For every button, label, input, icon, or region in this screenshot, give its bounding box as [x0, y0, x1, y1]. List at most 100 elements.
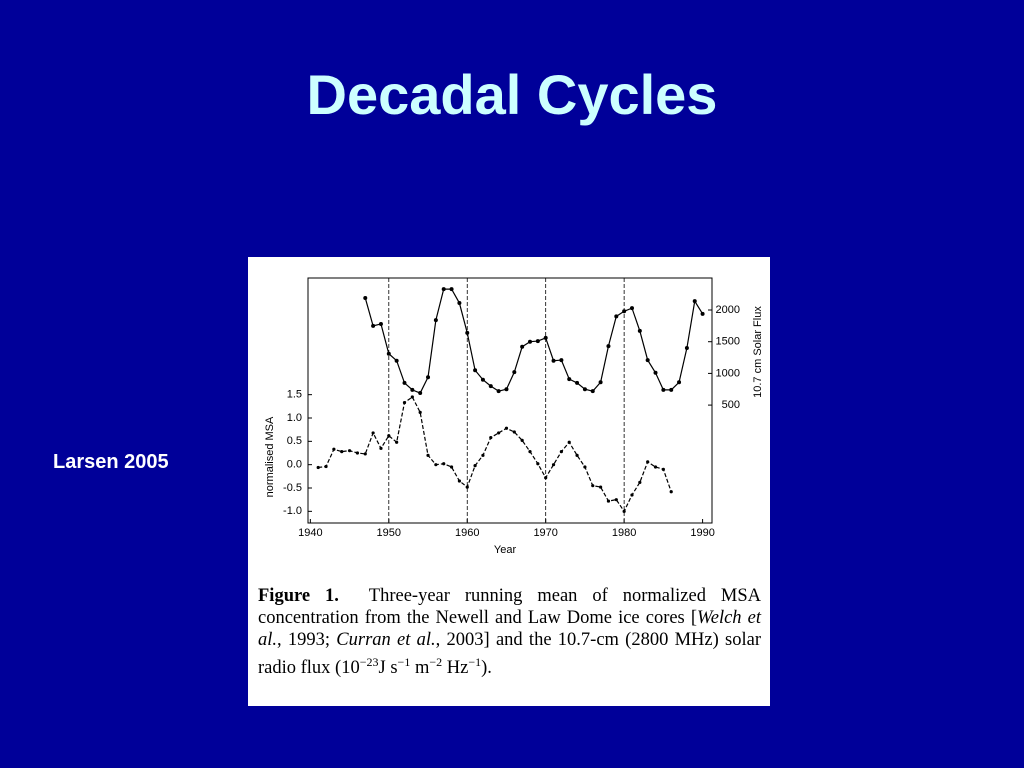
caption-part: Figure 1.	[258, 586, 339, 606]
data-point	[630, 493, 634, 497]
data-point	[418, 391, 423, 396]
series-line	[318, 396, 672, 513]
data-point	[426, 453, 430, 457]
y2-tick-label: 1000	[716, 367, 740, 379]
data-point	[347, 449, 352, 453]
caption: Figure 1. Three-year running mean of nor…	[258, 585, 761, 679]
data-point	[606, 344, 611, 349]
data-point	[575, 453, 579, 457]
x-tick-label: 1960	[455, 527, 479, 539]
x-tick-label: 1980	[612, 527, 636, 539]
data-point	[543, 335, 548, 340]
slide-title: Decadal Cycles	[306, 63, 718, 126]
data-point	[559, 450, 563, 454]
data-point	[465, 485, 469, 489]
data-point	[473, 368, 478, 373]
data-point	[646, 460, 650, 464]
data-point	[379, 446, 383, 450]
caption-part: J s	[378, 658, 398, 679]
data-point	[598, 380, 603, 385]
data-point	[551, 358, 556, 363]
data-point	[488, 384, 493, 389]
data-point	[684, 346, 689, 351]
data-point	[622, 509, 626, 513]
data-point	[590, 389, 595, 394]
data-point	[559, 358, 564, 363]
y2-tick-label: 1500	[716, 336, 740, 348]
data-point	[544, 476, 548, 480]
data-point	[481, 453, 485, 457]
y-tick-label: 0.5	[287, 435, 302, 447]
caption-part: −1	[397, 655, 411, 669]
caption-part: , 1993;	[277, 630, 337, 650]
x-tick-label: 1950	[377, 527, 401, 539]
caption-part: −23	[359, 655, 379, 669]
data-point	[504, 387, 509, 392]
data-point	[410, 395, 414, 399]
y2-tick-label: 500	[722, 399, 740, 411]
data-point	[442, 462, 446, 466]
data-point	[700, 311, 705, 316]
caption-part: Welch et al.	[258, 608, 761, 650]
data-point	[606, 499, 611, 503]
data-point	[402, 380, 407, 385]
data-point	[371, 431, 375, 435]
data-point	[637, 328, 642, 333]
caption-part: −1	[468, 655, 482, 669]
data-point	[575, 380, 580, 385]
data-point	[582, 387, 587, 392]
data-point	[629, 306, 634, 311]
y2-tick-label: 2000	[716, 304, 740, 316]
caption-part: ).	[481, 658, 492, 679]
data-point	[622, 309, 627, 314]
data-point	[473, 464, 477, 468]
data-point	[332, 447, 336, 451]
y-tick-label: 0.0	[287, 459, 302, 471]
y-axis-label: normalised MSA	[264, 416, 276, 497]
caption-part: , 2003] and the 10.7-cm (2800 MHz) solar…	[258, 630, 761, 679]
data-point	[363, 452, 367, 456]
x-tick-label: 1940	[298, 527, 322, 539]
data-point	[497, 431, 501, 435]
data-point	[410, 387, 415, 392]
data-point	[528, 339, 533, 344]
data-point	[528, 450, 532, 454]
data-point	[504, 426, 509, 430]
caption-part: m	[410, 658, 430, 679]
data-point	[512, 430, 516, 434]
data-point	[661, 387, 666, 392]
data-point	[489, 436, 493, 440]
data-point	[371, 323, 376, 328]
data-point	[449, 287, 454, 292]
caption-part: −2	[429, 655, 443, 669]
data-point	[520, 438, 524, 442]
data-point	[535, 339, 540, 344]
data-point	[355, 451, 360, 455]
y-tick-label: -0.5	[283, 482, 302, 494]
data-point	[394, 358, 399, 363]
data-point	[551, 463, 556, 467]
data-point	[465, 330, 470, 335]
data-point	[512, 370, 517, 375]
series-line	[364, 288, 704, 394]
data-point	[653, 465, 658, 469]
data-point	[599, 485, 603, 489]
data-point	[583, 465, 587, 469]
plot-frame	[307, 277, 713, 524]
data-point	[669, 387, 674, 392]
data-point	[426, 375, 431, 380]
y-tick-label: -1.0	[283, 505, 302, 517]
data-point	[567, 440, 571, 444]
data-point	[480, 377, 485, 382]
citation: Larsen 2005	[53, 451, 169, 473]
data-point	[496, 389, 501, 394]
data-point	[378, 321, 383, 326]
caption-part: Hz	[442, 658, 469, 679]
data-point	[457, 301, 462, 306]
figure-panel	[248, 257, 770, 706]
data-point	[520, 344, 525, 349]
data-point	[395, 440, 399, 444]
x-tick-label: 1990	[690, 527, 714, 539]
data-point	[387, 434, 391, 438]
data-point	[614, 314, 619, 319]
